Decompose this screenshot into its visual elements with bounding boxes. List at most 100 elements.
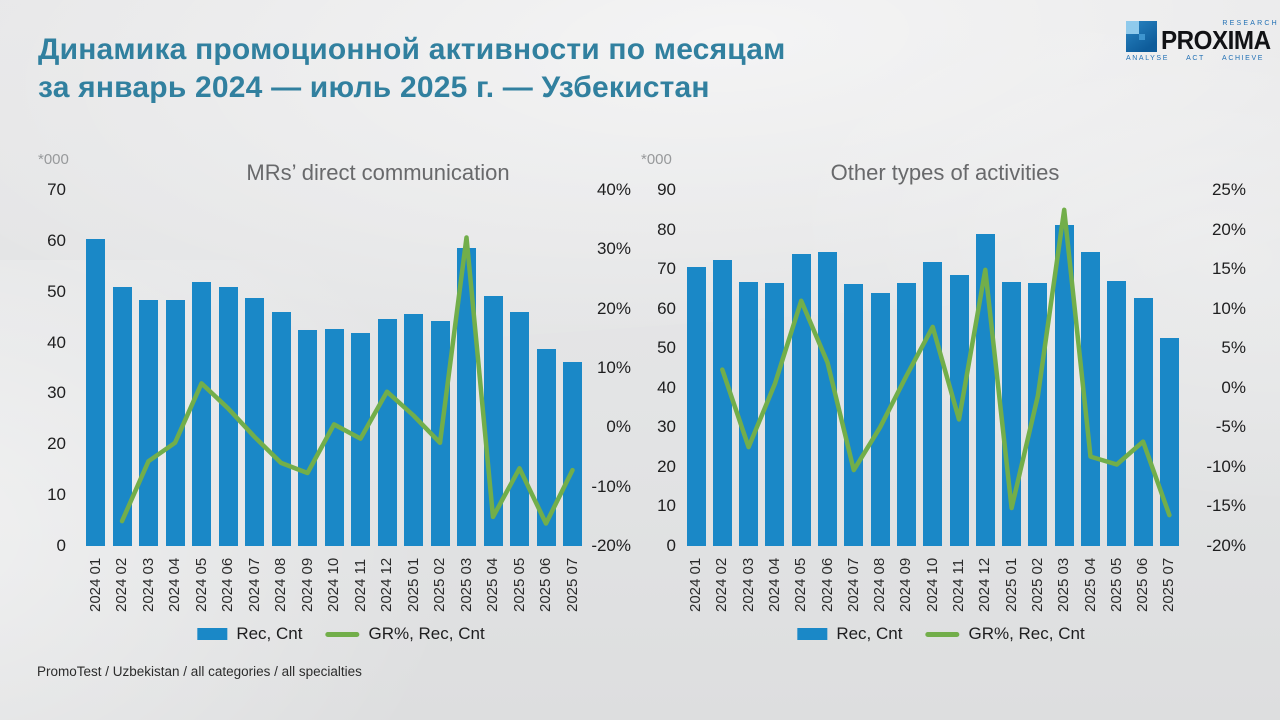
x-axis-label: 2024 05: [192, 557, 210, 612]
legend-bar-swatch: [197, 628, 228, 640]
left-axis-tick: 0: [666, 536, 676, 555]
bar-2024-01: [686, 267, 706, 546]
x-axis-label: 2024 08: [871, 557, 889, 612]
x-axis-label: 2025 07: [1160, 557, 1178, 612]
x-axis-label: 2024 03: [139, 557, 157, 612]
legend-line-swatch: [325, 631, 360, 637]
x-axis-label: 2025 04: [484, 557, 501, 612]
x-axis-label: 2025 05: [510, 557, 528, 612]
logo-tagline-word: ACHIEVE: [1222, 55, 1264, 62]
left-axis-tick: 90: [657, 180, 676, 199]
logo-research-text: RESEARCH: [1222, 20, 1279, 27]
bar-2024-12: [975, 233, 995, 546]
x-axis-label: 2025 01: [1002, 557, 1020, 612]
bar-2024-04: [165, 299, 185, 546]
x-axis-label: 2024 12: [378, 557, 395, 612]
bar-2024-07: [844, 284, 864, 546]
x-axis-label: 2024 06: [219, 557, 236, 612]
left-axis-tick: 20: [47, 434, 66, 454]
right-axis-tick: -15%: [1206, 496, 1246, 516]
chart-legend: Rec, Cnt GR%, Rec, Cnt: [797, 624, 1085, 644]
x-axis-label: 2024 01: [86, 557, 104, 612]
x-axis-label: 2025 03: [457, 557, 475, 612]
left-axis-tick: 60: [47, 230, 66, 250]
logo-brand-text: PROXIMA: [1161, 25, 1271, 55]
bar-2024-04: [765, 282, 785, 546]
page-title-line2: за январь 2024 — июль 2025 г. — Узбекист…: [38, 71, 710, 104]
bar-2025-03: [1054, 225, 1074, 546]
x-axis-label: 2025 02: [431, 557, 448, 612]
x-axis-label: 2024 11: [351, 558, 369, 612]
x-axis-label: 2025 07: [563, 557, 581, 612]
bar-2025-07: [1159, 337, 1179, 546]
x-axis-label: 2024 04: [166, 557, 183, 612]
x-axis-label: 2025 05: [1107, 557, 1125, 612]
right-axis-tick: 10%: [596, 358, 631, 377]
axis-unit-label: *000: [641, 151, 672, 168]
legend-bar-swatch: [797, 628, 828, 640]
bar-2024-02: [112, 287, 132, 546]
x-axis-label: 2024 07: [245, 557, 263, 612]
x-axis-label: 2025 02: [1028, 557, 1046, 612]
legend-bar-label: Rec, Cnt: [836, 624, 903, 643]
bar-2024-09: [298, 329, 317, 546]
right-axis-tick: 0%: [1221, 377, 1246, 397]
x-axis-label: 2024 01: [687, 557, 704, 612]
right-axis-tick: 20%: [596, 298, 631, 318]
right-axis-tick: -20%: [591, 536, 631, 555]
bar-2024-02: [712, 260, 732, 546]
x-axis-label: 2025 06: [1134, 557, 1152, 612]
bar-2024-08: [870, 292, 890, 546]
bar-2024-06: [218, 287, 238, 546]
proxima-logo: RESEARCH PROXIMA ANALYSE ACT ACHIEVE: [1126, 20, 1277, 62]
right-axis-tick: 20%: [1211, 219, 1246, 239]
bar-2024-09: [896, 283, 916, 546]
x-axis-label: 2025 01: [404, 557, 422, 612]
x-axis-label: 2024 06: [818, 557, 836, 612]
bar-2024-05: [192, 282, 211, 546]
x-axis-label: 2024 02: [113, 557, 130, 612]
x-axis-label: 2024 02: [713, 557, 731, 612]
right-axis-tick: 40%: [596, 180, 631, 199]
right-axis-tick: 10%: [1211, 298, 1246, 318]
bar-2024-10: [923, 261, 943, 546]
bar-2024-05: [791, 253, 811, 546]
left-axis-tick: 70: [47, 180, 66, 199]
legend-line-label: GR%, Rec, Cnt: [368, 624, 485, 643]
bar-2024-03: [739, 282, 759, 546]
right-axis-tick: -10%: [591, 476, 631, 496]
left-axis-tick: 70: [657, 259, 676, 279]
legend-line-label: GR%, Rec, Cnt: [968, 624, 1085, 643]
x-axis-label: 2025 03: [1055, 557, 1073, 612]
bar-2024-08: [271, 312, 291, 546]
left-axis-tick: 30: [47, 383, 66, 403]
left-axis-tick: 80: [657, 219, 676, 239]
bar-2024-11: [351, 332, 370, 546]
left-axis-tick: 40: [47, 332, 66, 352]
bar-2025-05: [1107, 280, 1127, 546]
bar-2025-06: [536, 349, 556, 546]
bar-2024-10: [324, 328, 344, 546]
chart-title: MRs’ direct communication: [246, 160, 510, 185]
left-axis-tick: 40: [657, 377, 676, 397]
x-axis-label: 2024 04: [765, 557, 783, 612]
bar-2024-03: [139, 299, 158, 546]
logo-tagline: ANALYSE ACT ACHIEVE: [1126, 55, 1264, 62]
chart-legend: Rec, Cnt GR%, Rec, Cnt: [197, 624, 485, 644]
bar-2025-07: [563, 361, 582, 546]
right-axis-tick: 0%: [606, 417, 631, 437]
left-axis-tick: 20: [657, 456, 676, 476]
bar-2025-01: [404, 314, 423, 546]
legend-bar-label: Rec, Cnt: [236, 624, 303, 643]
chart-title: Other types of activities: [830, 160, 1060, 185]
bar-2025-05: [510, 312, 529, 546]
growth-line: [720, 207, 1172, 518]
left-axis-tick: 50: [657, 338, 676, 358]
x-axis-label: 2024 08: [272, 557, 289, 612]
right-axis-tick: 15%: [1211, 259, 1246, 279]
x-axis-label: 2024 12: [976, 557, 994, 612]
bar-2025-06: [1133, 298, 1153, 546]
left-axis-tick: 10: [657, 496, 676, 516]
page-title: Динамика промоционной активности по меся…: [38, 31, 786, 107]
